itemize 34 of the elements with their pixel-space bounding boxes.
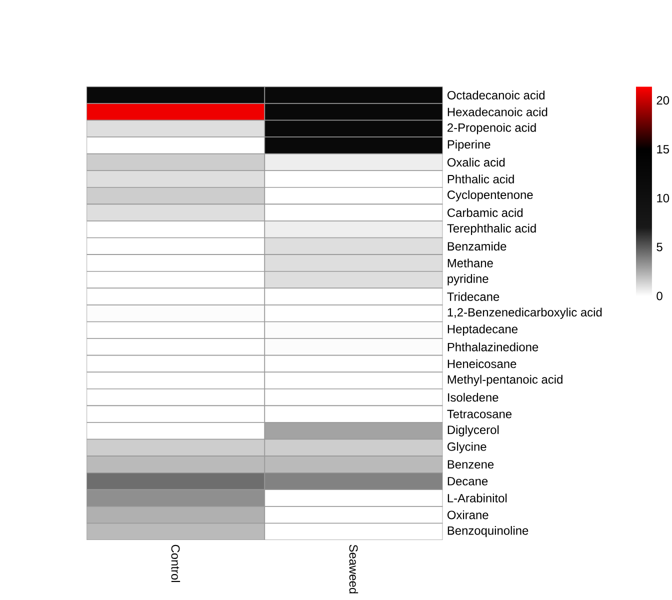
y-tick-label: Heptadecane xyxy=(448,324,518,336)
y-tick-label: Heneicosane xyxy=(448,359,516,368)
y-tick-label: Phthalic acid xyxy=(448,174,514,184)
y-tick-label: L-Arabinitol xyxy=(448,494,507,502)
y-tick-label: 2-Propenoic acid xyxy=(448,123,536,134)
y-tick-label: Tridecane xyxy=(447,292,500,301)
y-tick-label: Phthalazinedione xyxy=(448,342,538,352)
y-tick-label: Cyclopentenone xyxy=(448,190,533,202)
y-tick-label: Tetracosane xyxy=(447,410,512,418)
y-tick-label: Benzene xyxy=(448,460,494,469)
color-bar-label: 10 xyxy=(657,194,670,202)
x-tick-label: Control xyxy=(171,544,180,582)
y-tick-label: Benzoquinoline xyxy=(448,526,528,538)
y-tick-label: Terephthalic acid xyxy=(447,224,536,235)
y-tick-label: Octadecanoic acid xyxy=(447,90,544,100)
y-tick-label: Methyl-pentanoic acid xyxy=(448,374,562,386)
color-bar-label: 15 xyxy=(657,145,670,154)
color-bar-label: 0 xyxy=(656,292,662,300)
y-tick-label: Methane xyxy=(448,258,493,268)
y-tick-label: Benzamide xyxy=(448,242,506,251)
y-tick-label: Diglycerol xyxy=(448,425,499,436)
y-tick-label: Carbamic acid xyxy=(448,208,523,217)
y-tick-label: Piperine xyxy=(448,140,490,152)
y-tick-label: Oxalic acid xyxy=(447,158,505,167)
y-tick-label: pyridine xyxy=(448,274,488,286)
y-tick-label: Oxirane xyxy=(447,510,488,520)
color-bar-label: 20 xyxy=(656,96,670,105)
y-tick-label: 1,2-Benzenedicarboxylic acid xyxy=(448,308,602,319)
y-tick-label: Glycine xyxy=(448,442,486,454)
y-tick-label: Hexadecanoic acid xyxy=(448,107,548,116)
color-bar-label: 5 xyxy=(656,242,662,252)
y-tick-label: Decane xyxy=(448,477,488,486)
x-tick-label: Seaweed xyxy=(349,544,358,594)
y-tick-label: Isoledene xyxy=(448,392,498,402)
